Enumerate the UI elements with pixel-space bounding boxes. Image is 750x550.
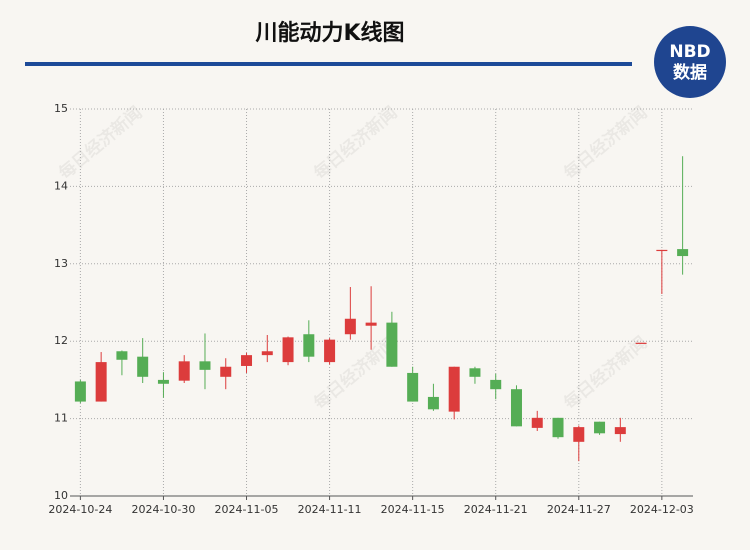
- watermark: 每日经济新闻: [560, 102, 652, 184]
- candle-body: [427, 396, 439, 410]
- candle-body: [448, 366, 460, 412]
- y-tick-label: 13: [54, 257, 68, 270]
- x-tick-label: 2024-11-11: [298, 503, 362, 516]
- y-tick-label: 15: [54, 102, 68, 115]
- x-tick-label: 2024-12-03: [630, 503, 694, 516]
- x-tick-label: 2024-11-21: [464, 503, 528, 516]
- logo-bottom: 数据: [673, 62, 707, 83]
- title-rule: [25, 62, 632, 66]
- candle-body: [490, 379, 502, 390]
- x-tick-label: 2024-10-24: [48, 503, 112, 516]
- chart-title: 川能动力K线图: [254, 20, 404, 46]
- candle-body: [116, 351, 128, 360]
- candle-body: [614, 427, 626, 435]
- candle-body: [241, 355, 253, 366]
- candle-body: [573, 427, 585, 442]
- candle-body: [469, 368, 481, 377]
- watermark: 每日经济新闻: [55, 102, 147, 184]
- candle-body: [386, 322, 398, 367]
- y-tick-label: 12: [54, 334, 68, 347]
- candle-body: [199, 361, 211, 370]
- candle-body: [178, 361, 190, 381]
- candle-body: [137, 356, 149, 377]
- candle-body: [303, 334, 315, 357]
- candle-body: [656, 249, 668, 252]
- candle-body: [365, 322, 377, 326]
- x-tick-label: 2024-11-15: [381, 503, 445, 516]
- x-tick-label: 2024-11-27: [547, 503, 611, 516]
- candle-body: [635, 342, 647, 344]
- candle-body: [594, 421, 606, 434]
- logo: [654, 26, 726, 98]
- x-tick-label: 2024-11-05: [215, 503, 279, 516]
- candle-body: [407, 372, 419, 402]
- x-tick-label: 2024-10-30: [131, 503, 195, 516]
- candle-body: [157, 379, 169, 384]
- candle-body: [220, 366, 232, 377]
- y-tick-label: 14: [54, 179, 68, 192]
- candle-body: [261, 351, 273, 356]
- y-tick-label: 11: [54, 412, 68, 425]
- candle-body: [510, 389, 522, 427]
- candle-body: [95, 362, 107, 402]
- watermark: 每日经济新闻: [310, 102, 402, 184]
- candle-body: [74, 381, 86, 402]
- candle-body: [344, 318, 356, 335]
- y-tick-label: 10: [54, 489, 68, 502]
- candle-body: [531, 417, 543, 428]
- candle-body: [324, 339, 336, 363]
- candle-body: [552, 417, 564, 438]
- logo-top: NBD: [669, 42, 710, 62]
- candle-body: [677, 249, 689, 257]
- candle-body: [282, 337, 294, 363]
- watermark: 每日经济新闻: [560, 332, 652, 414]
